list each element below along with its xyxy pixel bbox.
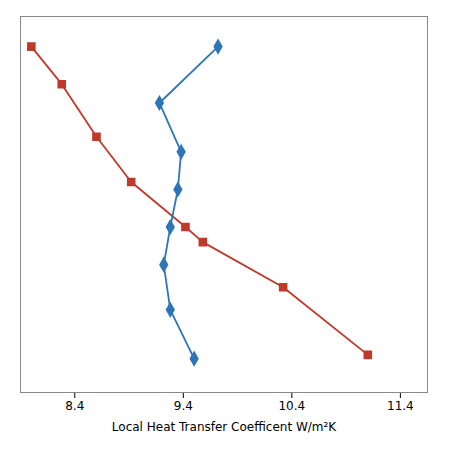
svg-text:11.4: 11.4 [387,399,414,413]
svg-text:Local Heat Transfer Coefficent: Local Heat Transfer Coefficent W/m²K [112,420,337,434]
svg-text:9.4: 9.4 [174,399,193,413]
svg-text:10.4: 10.4 [278,399,305,413]
svg-text:8.4: 8.4 [65,399,84,413]
